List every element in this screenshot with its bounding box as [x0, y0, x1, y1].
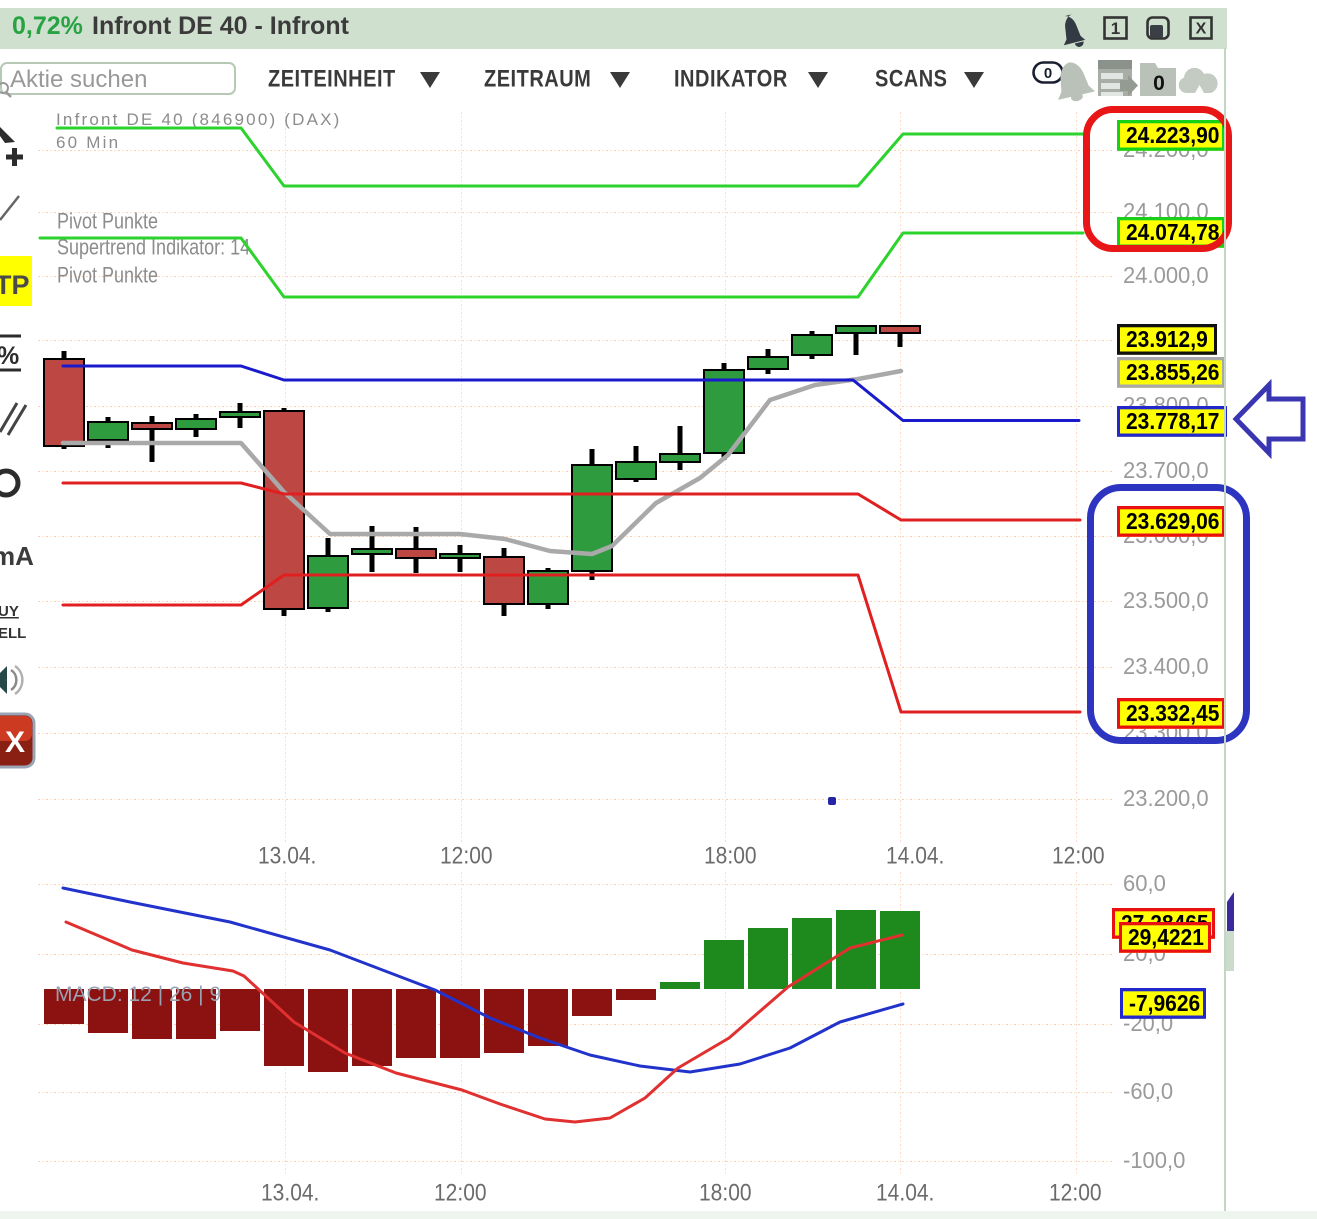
svg-text:MACD: 12 | 26 | 9: MACD: 12 | 26 | 9: [55, 983, 221, 1006]
svg-text:0: 0: [1044, 65, 1052, 82]
svg-text:X: X: [1196, 21, 1207, 38]
svg-text:ELL: ELL: [0, 625, 26, 642]
svg-text:1: 1: [1111, 19, 1120, 38]
svg-text:TP: TP: [0, 270, 30, 300]
svg-text:mA: mA: [0, 541, 34, 571]
svg-text:0: 0: [1153, 72, 1165, 95]
svg-text:%: %: [0, 342, 19, 370]
svg-text:X: X: [5, 726, 25, 759]
svg-text:UY: UY: [0, 603, 19, 620]
